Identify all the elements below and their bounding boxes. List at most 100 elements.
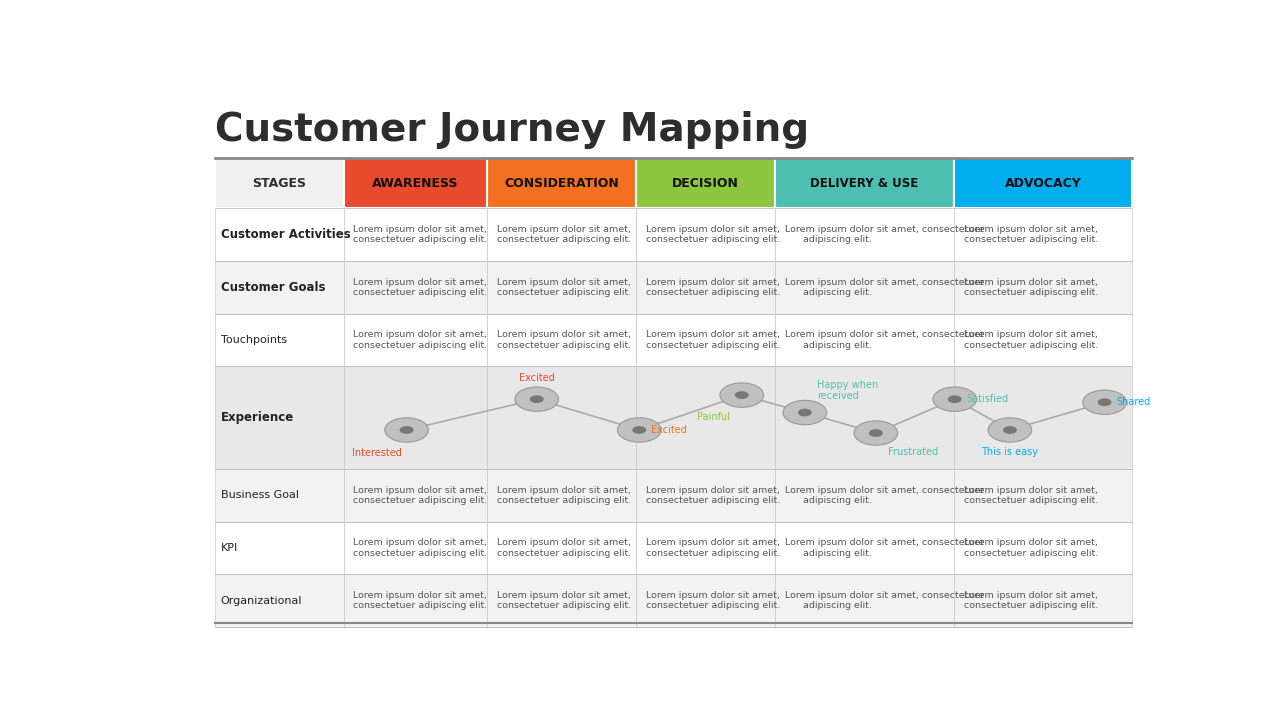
FancyBboxPatch shape <box>776 366 954 469</box>
Text: Business Goal: Business Goal <box>220 490 298 500</box>
FancyBboxPatch shape <box>488 261 636 314</box>
Text: Lorem ipsum dolor sit amet,
consectetuer adipiscing elit.: Lorem ipsum dolor sit amet, consectetuer… <box>353 330 488 350</box>
FancyBboxPatch shape <box>776 575 954 627</box>
FancyBboxPatch shape <box>215 469 343 521</box>
Text: Lorem ipsum dolor sit amet,
consectetuer adipiscing elit.: Lorem ipsum dolor sit amet, consectetuer… <box>964 539 1098 557</box>
FancyBboxPatch shape <box>776 521 954 575</box>
Circle shape <box>719 383 764 408</box>
FancyBboxPatch shape <box>954 366 1132 469</box>
Text: Lorem ipsum dolor sit amet, consectetuer
      adipiscing elit.: Lorem ipsum dolor sit amet, consectetuer… <box>785 330 984 350</box>
Text: Lorem ipsum dolor sit amet,
consectetuer adipiscing elit.: Lorem ipsum dolor sit amet, consectetuer… <box>353 591 488 611</box>
Circle shape <box>1098 398 1111 406</box>
FancyBboxPatch shape <box>636 158 776 208</box>
Text: Lorem ipsum dolor sit amet, consectetuer
      adipiscing elit.: Lorem ipsum dolor sit amet, consectetuer… <box>785 278 984 297</box>
Text: Lorem ipsum dolor sit amet,
consectetuer adipiscing elit.: Lorem ipsum dolor sit amet, consectetuer… <box>498 278 631 297</box>
Text: Happy when
received: Happy when received <box>817 380 878 402</box>
Text: DECISION: DECISION <box>672 177 739 190</box>
Text: KPI: KPI <box>220 543 238 553</box>
Text: Lorem ipsum dolor sit amet, consectetuer
      adipiscing elit.: Lorem ipsum dolor sit amet, consectetuer… <box>785 225 984 244</box>
Circle shape <box>947 395 961 403</box>
FancyBboxPatch shape <box>343 261 488 314</box>
Text: Interested: Interested <box>352 448 402 458</box>
Text: Lorem ipsum dolor sit amet,
consectetuer adipiscing elit.: Lorem ipsum dolor sit amet, consectetuer… <box>646 591 781 611</box>
Text: Lorem ipsum dolor sit amet,
consectetuer adipiscing elit.: Lorem ipsum dolor sit amet, consectetuer… <box>964 485 1098 505</box>
FancyBboxPatch shape <box>215 521 343 575</box>
Circle shape <box>530 395 544 403</box>
Text: Lorem ipsum dolor sit amet,
consectetuer adipiscing elit.: Lorem ipsum dolor sit amet, consectetuer… <box>646 330 781 350</box>
Text: Lorem ipsum dolor sit amet,
consectetuer adipiscing elit.: Lorem ipsum dolor sit amet, consectetuer… <box>353 539 488 557</box>
FancyBboxPatch shape <box>215 158 343 208</box>
Text: Lorem ipsum dolor sit amet, consectetuer
      adipiscing elit.: Lorem ipsum dolor sit amet, consectetuer… <box>785 485 984 505</box>
Circle shape <box>632 426 646 434</box>
Text: AWARENESS: AWARENESS <box>372 177 458 190</box>
FancyBboxPatch shape <box>488 575 636 627</box>
FancyBboxPatch shape <box>215 575 343 627</box>
Circle shape <box>385 418 429 442</box>
FancyBboxPatch shape <box>343 575 488 627</box>
FancyBboxPatch shape <box>215 366 343 469</box>
FancyBboxPatch shape <box>488 521 636 575</box>
Circle shape <box>1004 426 1016 434</box>
FancyBboxPatch shape <box>636 521 776 575</box>
Text: Lorem ipsum dolor sit amet, consectetuer
      adipiscing elit.: Lorem ipsum dolor sit amet, consectetuer… <box>785 591 984 611</box>
Text: Lorem ipsum dolor sit amet,
consectetuer adipiscing elit.: Lorem ipsum dolor sit amet, consectetuer… <box>964 278 1098 297</box>
FancyBboxPatch shape <box>636 261 776 314</box>
Circle shape <box>933 387 977 411</box>
Text: Lorem ipsum dolor sit amet, consectetuer
      adipiscing elit.: Lorem ipsum dolor sit amet, consectetuer… <box>785 539 984 557</box>
FancyBboxPatch shape <box>343 158 488 208</box>
Text: Organizational: Organizational <box>220 595 302 606</box>
Text: CONSIDERATION: CONSIDERATION <box>504 177 620 190</box>
FancyBboxPatch shape <box>954 521 1132 575</box>
FancyBboxPatch shape <box>488 314 636 366</box>
FancyBboxPatch shape <box>954 261 1132 314</box>
Text: ADVOCACY: ADVOCACY <box>1005 177 1082 190</box>
Text: Touchpoints: Touchpoints <box>220 335 287 345</box>
FancyBboxPatch shape <box>343 366 488 469</box>
FancyBboxPatch shape <box>488 366 636 469</box>
FancyBboxPatch shape <box>215 261 343 314</box>
Text: Lorem ipsum dolor sit amet,
consectetuer adipiscing elit.: Lorem ipsum dolor sit amet, consectetuer… <box>498 225 631 244</box>
Text: DELIVERY & USE: DELIVERY & USE <box>810 177 919 190</box>
Text: Experience: Experience <box>220 411 294 424</box>
FancyBboxPatch shape <box>488 208 636 261</box>
Text: Lorem ipsum dolor sit amet,
consectetuer adipiscing elit.: Lorem ipsum dolor sit amet, consectetuer… <box>353 485 488 505</box>
FancyBboxPatch shape <box>776 314 954 366</box>
FancyBboxPatch shape <box>954 158 1132 208</box>
Text: Customer Goals: Customer Goals <box>220 281 325 294</box>
Text: Customer Journey Mapping: Customer Journey Mapping <box>215 112 809 149</box>
Text: Frustrated: Frustrated <box>888 447 938 457</box>
Circle shape <box>1083 390 1126 415</box>
Text: Lorem ipsum dolor sit amet,
consectetuer adipiscing elit.: Lorem ipsum dolor sit amet, consectetuer… <box>646 485 781 505</box>
Text: Lorem ipsum dolor sit amet,
consectetuer adipiscing elit.: Lorem ipsum dolor sit amet, consectetuer… <box>498 485 631 505</box>
Text: Lorem ipsum dolor sit amet,
consectetuer adipiscing elit.: Lorem ipsum dolor sit amet, consectetuer… <box>964 225 1098 244</box>
Circle shape <box>797 409 812 416</box>
FancyBboxPatch shape <box>954 314 1132 366</box>
Text: Shared: Shared <box>1116 397 1151 408</box>
Text: Excited: Excited <box>652 425 687 435</box>
FancyBboxPatch shape <box>488 158 636 208</box>
FancyBboxPatch shape <box>954 575 1132 627</box>
FancyBboxPatch shape <box>488 469 636 521</box>
FancyBboxPatch shape <box>776 208 954 261</box>
Text: This is easy: This is easy <box>982 446 1038 456</box>
FancyBboxPatch shape <box>636 314 776 366</box>
FancyBboxPatch shape <box>636 366 776 469</box>
Text: Painful: Painful <box>696 412 730 422</box>
FancyBboxPatch shape <box>636 575 776 627</box>
Circle shape <box>735 391 749 399</box>
Circle shape <box>783 400 827 425</box>
FancyBboxPatch shape <box>636 208 776 261</box>
Circle shape <box>869 429 883 437</box>
Circle shape <box>399 426 413 434</box>
Text: Lorem ipsum dolor sit amet,
consectetuer adipiscing elit.: Lorem ipsum dolor sit amet, consectetuer… <box>646 539 781 557</box>
FancyBboxPatch shape <box>215 314 343 366</box>
Text: STAGES: STAGES <box>252 177 306 190</box>
Text: Lorem ipsum dolor sit amet,
consectetuer adipiscing elit.: Lorem ipsum dolor sit amet, consectetuer… <box>498 330 631 350</box>
Text: Excited: Excited <box>518 372 554 382</box>
Text: Lorem ipsum dolor sit amet,
consectetuer adipiscing elit.: Lorem ipsum dolor sit amet, consectetuer… <box>964 330 1098 350</box>
FancyBboxPatch shape <box>954 208 1132 261</box>
Text: Lorem ipsum dolor sit amet,
consectetuer adipiscing elit.: Lorem ipsum dolor sit amet, consectetuer… <box>353 278 488 297</box>
Text: Lorem ipsum dolor sit amet,
consectetuer adipiscing elit.: Lorem ipsum dolor sit amet, consectetuer… <box>498 539 631 557</box>
Text: Customer Activities: Customer Activities <box>220 228 351 241</box>
FancyBboxPatch shape <box>776 469 954 521</box>
